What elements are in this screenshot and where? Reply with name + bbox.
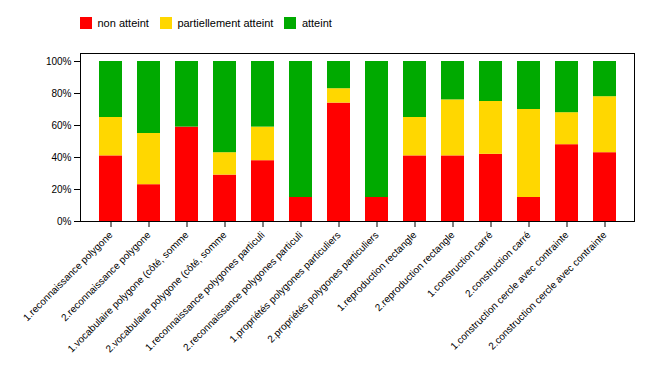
svg-text:2.construction carré: 2.construction carré bbox=[463, 229, 533, 299]
svg-text:2.reconnaissance polygone: 2.reconnaissance polygone bbox=[58, 229, 153, 324]
svg-text:1.reproduction rectangle: 1.reproduction rectangle bbox=[334, 229, 419, 314]
svg-text:2.reproduction rectangle: 2.reproduction rectangle bbox=[372, 229, 457, 314]
svg-text:1.reconnaissance polygone: 1.reconnaissance polygone bbox=[20, 229, 115, 324]
svg-text:2.reconnaissance polygones par: 2.reconnaissance polygones particuli bbox=[180, 229, 305, 353]
svg-text:2.vocabulaire polygone (côté,: 2.vocabulaire polygone (côté, somme bbox=[103, 229, 229, 355]
svg-text:1.vocabulaire polygone (côté,: 1.vocabulaire polygone (côté, somme bbox=[65, 229, 191, 355]
html-text:non atteint: non atteint bbox=[97, 16, 149, 29]
svg-text:80%: 80% bbox=[51, 88, 71, 99]
svg-text:100%: 100% bbox=[46, 56, 72, 67]
html-text:partiellement atteint: partiellement atteint bbox=[177, 16, 274, 29]
svg-text:20%: 20% bbox=[51, 184, 71, 195]
html-text:atteint: atteint bbox=[301, 16, 332, 29]
svg-text:1.propriétés polygones particu: 1.propriétés polygones particuliers bbox=[227, 229, 343, 345]
svg-text:40%: 40% bbox=[51, 152, 71, 163]
svg-text:60%: 60% bbox=[51, 120, 71, 131]
svg-text:1.construction cercle avec con: 1.construction cercle avec contrainte bbox=[448, 229, 571, 352]
svg-text:1.reconnaissance polygones par: 1.reconnaissance polygones particuli bbox=[142, 229, 267, 353]
svg-text:2.construction cercle avec con: 2.construction cercle avec contrainte bbox=[486, 229, 609, 352]
svg-text:2.propriétés polygones particu: 2.propriétés polygones particuliers bbox=[265, 229, 381, 345]
svg-text:0%: 0% bbox=[57, 216, 72, 227]
svg-text:1.construction carré: 1.construction carré bbox=[425, 229, 495, 299]
